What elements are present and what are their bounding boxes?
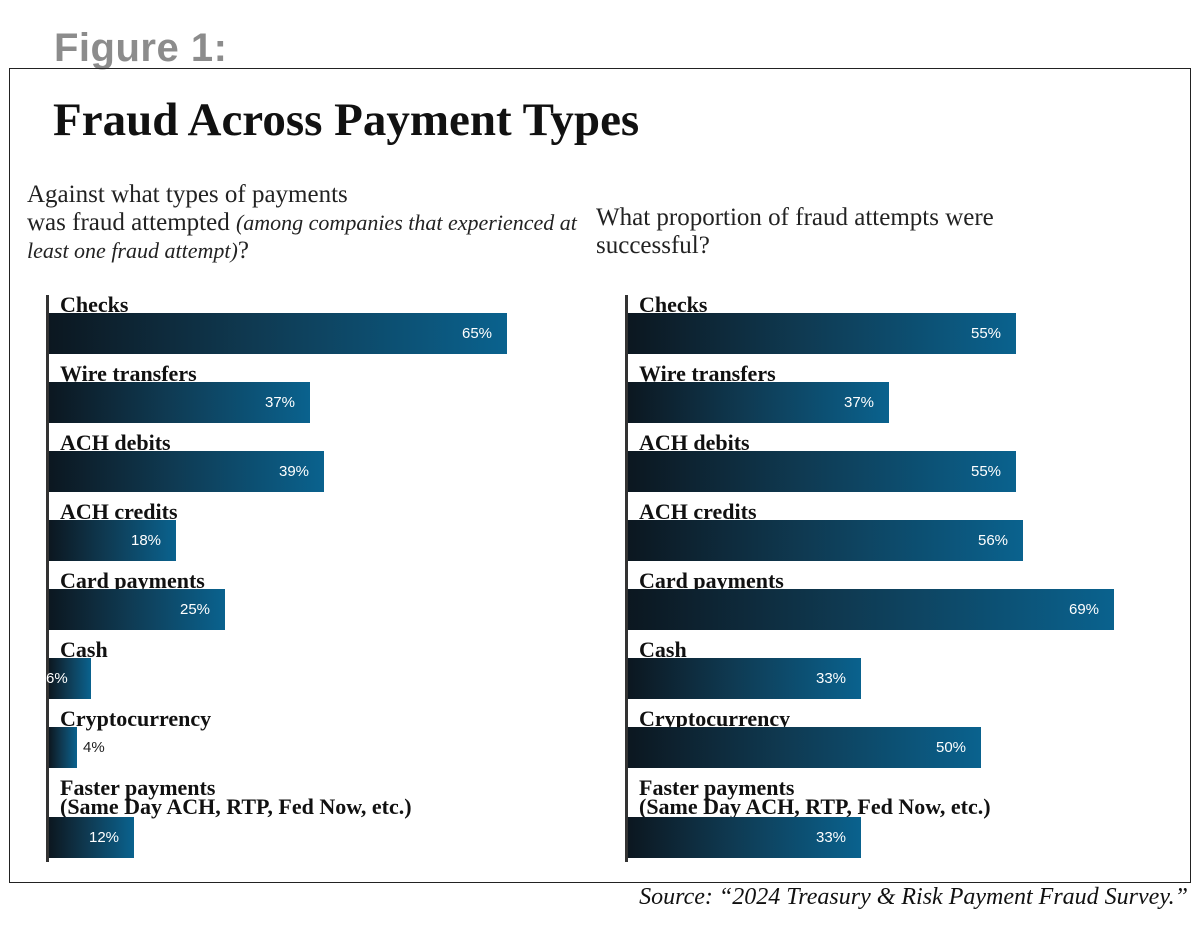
right-value-label: 55% [971,463,1002,480]
chart-title: Fraud Across Payment Types [53,94,640,146]
left-category-label-line: Card payments [60,568,205,593]
right-category-label-line: Wire transfers [639,361,776,386]
right-category-label: Card payments [639,568,784,593]
right-chart-axis [625,295,628,862]
right-category-label: ACH credits [639,499,757,524]
left-bar [49,451,324,492]
right-bar [628,382,889,423]
right-category-label: ACH debits [639,430,750,455]
right-value-label: 69% [1069,601,1100,618]
right-bar [628,658,861,699]
right-category-label: Cryptocurrency [639,706,791,731]
left-category-label: ACH debits [60,430,171,455]
left-category-label-line: Cryptocurrency [60,706,212,731]
left-bar [49,520,176,561]
left-bar [49,589,225,630]
right-bar [628,589,1114,630]
left-value-label: 25% [180,601,211,618]
figure-frame [9,68,1191,883]
left-category-label: Wire transfers [60,361,197,386]
left-category-label-line: Wire transfers [60,361,197,386]
right-category-label-line: Cryptocurrency [639,706,791,731]
left-value-label: 12% [89,829,120,846]
left-category-label: Cash [60,637,108,662]
left-bar-chart: Checks 65% Wire transfers 37% ACH debits 39% A… [46,292,606,862]
right-category-label-line: Cash [639,637,687,662]
right-bar [628,313,1016,354]
right-bar [628,817,861,858]
right-value-label: 33% [816,829,847,846]
left-bar [49,817,134,858]
left-bar [49,313,507,354]
right-value-label: 50% [936,739,967,756]
right-question-line-2: successful? [596,232,710,259]
left-question-line-2: was fraud attempted [27,209,236,236]
right-category-label-line: ACH credits [639,499,757,524]
left-bar [49,382,310,423]
left-category-label: ACH credits [60,499,178,524]
right-category-label-line: Faster payments [639,775,795,800]
left-question-line-1: Against what types of payments [27,181,348,208]
left-bar [49,727,77,768]
left-category-label-line: ACH credits [60,499,178,524]
right-bar-chart: Checks 55% Wire transfers 37% ACH debits 55% A… [625,292,1185,862]
right-value-label: 37% [844,394,875,411]
left-category-label-line: Checks [60,292,129,317]
right-category-label: Cash [639,637,687,662]
right-chart-question: What proportion of fraud attempts were s… [596,204,1156,260]
left-category-label: Card payments [60,568,205,593]
right-category-label-line: (Same Day ACH, RTP, Fed Now, etc.) [639,794,991,819]
left-category-label: Cryptocurrency [60,706,212,731]
source-note: Source: “2024 Treasury & Risk Payment Fr… [639,884,1188,910]
right-category-label: Faster payments (Same Day ACH, RTP, Fed N… [639,775,991,819]
left-value-label: 6% [46,670,68,687]
left-category-label: Checks [60,292,129,317]
left-value-label: 65% [462,325,493,342]
right-bar [628,520,1023,561]
left-chart-axis [46,295,49,862]
right-category-label: Checks [639,292,708,317]
left-category-label-line: Cash [60,637,108,662]
left-category-label-line: Faster payments [60,775,216,800]
left-bar [49,658,91,699]
left-category-label: Faster payments (Same Day ACH, RTP, Fed N… [60,775,412,819]
right-category-label: Wire transfers [639,361,776,386]
left-value-label: 18% [131,532,162,549]
left-value-label: 39% [279,463,310,480]
right-category-label-line: Checks [639,292,708,317]
right-value-label: 55% [971,325,1002,342]
right-value-label: 33% [816,670,847,687]
left-question-note: (among companies that experienced at lea… [27,210,577,263]
figure-label: Figure 1: [54,26,228,70]
right-category-label-line: ACH debits [639,430,750,455]
right-bar [628,727,981,768]
right-value-label: 56% [978,532,1009,549]
left-value-label: 37% [265,394,296,411]
right-category-label-line: Card payments [639,568,784,593]
left-category-label-line: (Same Day ACH, RTP, Fed Now, etc.) [60,794,412,819]
left-value-label: 4% [83,739,105,756]
left-category-label-line: ACH debits [60,430,171,455]
right-bar [628,451,1016,492]
right-question-line-1: What proportion of fraud attempts were [596,204,994,231]
left-question-end: ? [237,237,249,264]
left-chart-question: Against what types of payments was fraud… [27,181,587,265]
